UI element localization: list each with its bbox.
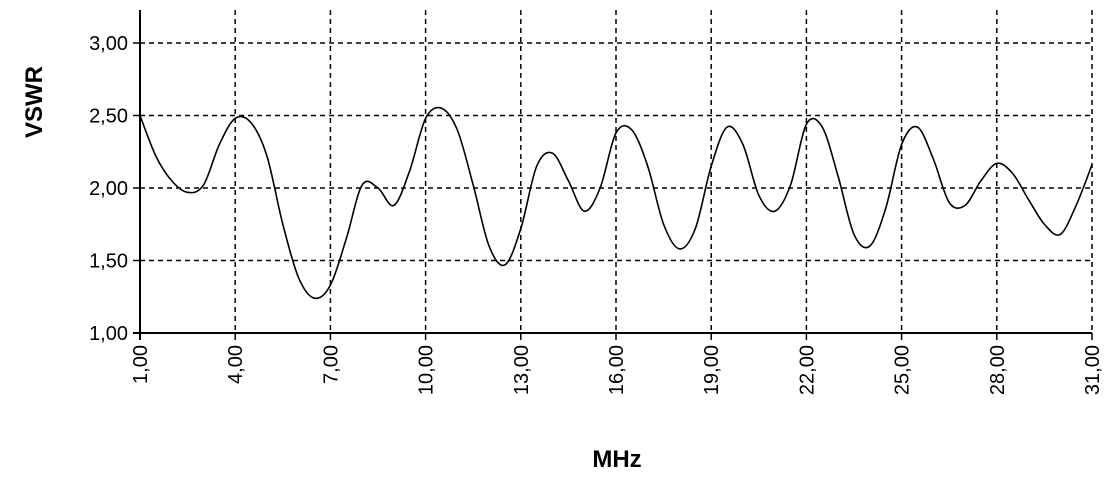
x-tick-label: 25,00 <box>892 345 914 395</box>
x-axis-title: MHz <box>592 446 641 473</box>
x-tick-label: 31,00 <box>1082 345 1104 395</box>
y-axis-title: VSWR <box>21 66 48 138</box>
x-tick-labels: 1,00 4,00 7,00 10,00 13,00 16,00 19,00 22,00 25,… <box>130 345 1104 395</box>
x-tick-label: 22,00 <box>796 345 818 395</box>
vswr-series-line <box>139 106 1093 300</box>
x-tick-label: 10,00 <box>416 345 438 395</box>
y-tick-label: 2,00 <box>89 178 128 200</box>
x-tick-label: 4,00 <box>225 345 247 384</box>
grid <box>140 10 1093 333</box>
x-tick-label: 16,00 <box>606 345 628 395</box>
x-tick-label: 19,00 <box>701 345 723 395</box>
x-tick-label: 1,00 <box>130 345 152 384</box>
y-tick-label: 2,50 <box>89 106 128 128</box>
x-tick-label: 28,00 <box>987 345 1009 395</box>
x-tick-label: 13,00 <box>511 345 533 395</box>
y-tick-labels: 1,00 1,50 2,00 2,50 3,00 <box>89 33 128 345</box>
y-tick-label: 1,00 <box>89 323 128 345</box>
x-tick-label: 7,00 <box>320 345 342 384</box>
y-tick-label: 3,00 <box>89 33 128 55</box>
axes <box>133 10 1093 340</box>
y-tick-label: 1,50 <box>89 251 128 273</box>
